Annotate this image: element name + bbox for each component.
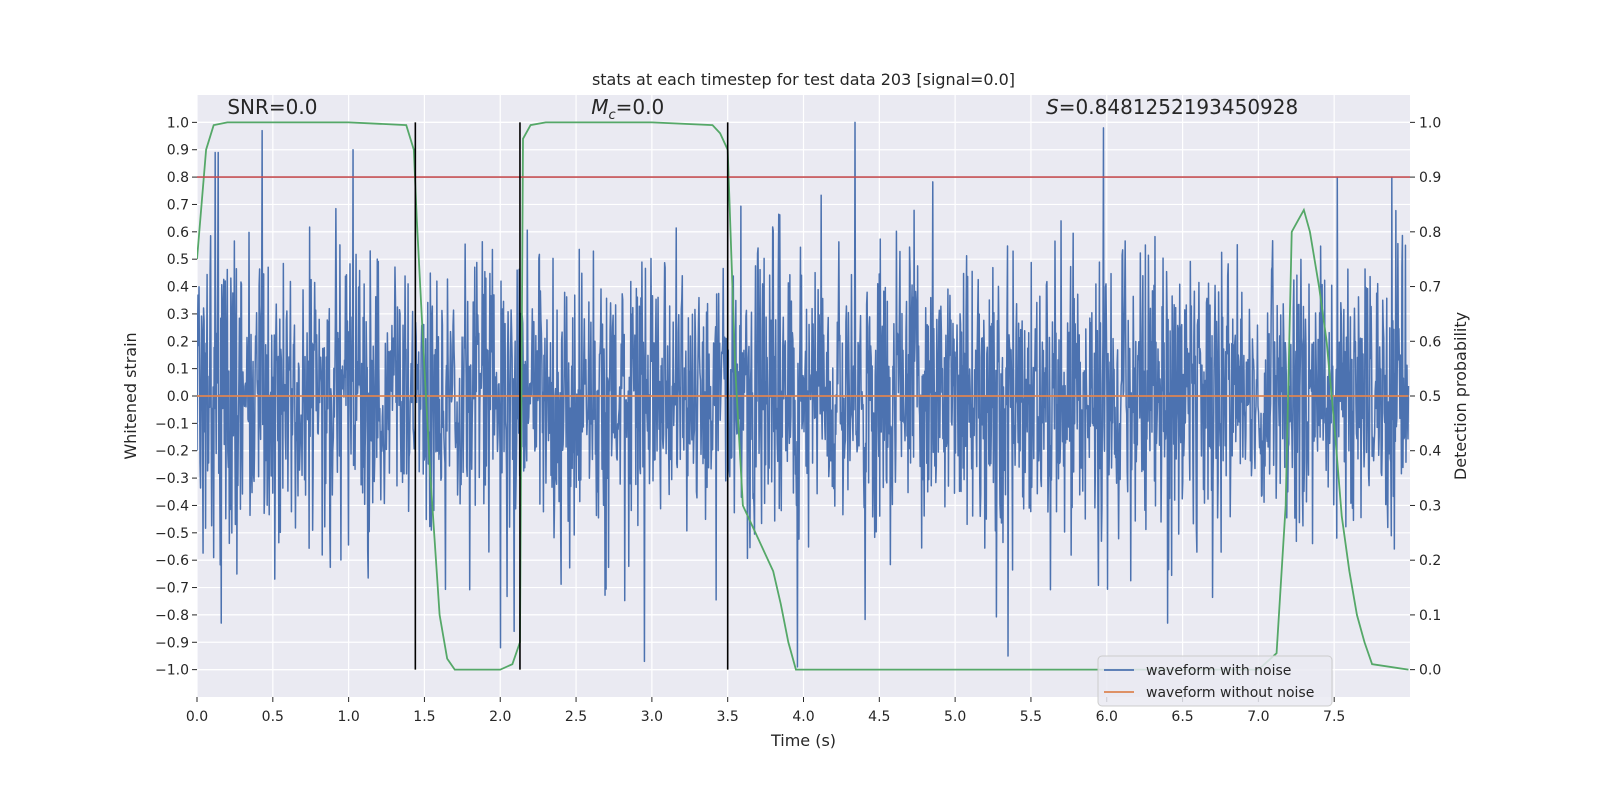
y-right-tick-label: 0.9 [1419, 170, 1441, 186]
y-right-tick-label: 0.1 [1419, 608, 1441, 624]
x-tick-label: 6.5 [1171, 709, 1193, 725]
y-left-tick-label: −0.4 [155, 498, 189, 514]
y-right-tick-label: 0.3 [1419, 498, 1441, 514]
y-right-tick-label: 0.4 [1419, 444, 1441, 460]
y-left-tick-label: 0.2 [167, 334, 189, 350]
y-axis-label-right: Detection probability [1451, 312, 1470, 480]
x-tick-label: 6.0 [1096, 709, 1118, 725]
y-left-tick-label: 0.0 [167, 389, 189, 405]
annotation-0: SNR=0.0 [227, 95, 317, 119]
y-left-tick-label: −0.8 [155, 608, 189, 624]
x-tick-label: 3.0 [641, 709, 663, 725]
x-tick-label: 5.0 [944, 709, 966, 725]
y-left-tick-label: 0.9 [167, 143, 189, 159]
legend: waveform with noise waveform without nois… [1097, 655, 1333, 707]
y-left-tick-label: 0.4 [167, 280, 189, 296]
legend-box [1097, 655, 1333, 707]
y-left-tick-label: 0.1 [167, 362, 189, 378]
x-tick-label: 1.0 [337, 709, 359, 725]
y-right-tick-label: 0.8 [1419, 225, 1441, 241]
y-left-tick-label: −0.9 [155, 635, 189, 651]
y-left-tick-label: 0.5 [167, 252, 189, 268]
y-right-tick-label: 1.0 [1419, 115, 1441, 131]
series-lines [197, 121, 1410, 671]
x-tick-label: 0.5 [262, 709, 284, 725]
y-right-tick-label: 0.7 [1419, 280, 1441, 296]
y-left-tick-label: 0.8 [167, 170, 189, 186]
x-tick-label: 1.5 [413, 709, 435, 725]
x-tick-label: 2.0 [489, 709, 511, 725]
x-axis-label: Time (s) [770, 731, 836, 750]
annotation-1: Mc=0.0 [591, 95, 664, 123]
detection-probability-line [197, 121, 1409, 671]
x-tick-label: 4.0 [792, 709, 814, 725]
y-right-tick-label: 0.6 [1419, 334, 1441, 350]
y-axis-label-left: Whitened strain [121, 332, 140, 459]
x-tick-label: 4.5 [868, 709, 890, 725]
legend-label: waveform without noise [1146, 685, 1314, 701]
waveform-with-noise-line [197, 121, 1410, 668]
y-left-tick-label: −0.1 [155, 416, 189, 432]
y-left-tick-label: 0.3 [167, 307, 189, 323]
y-right-tick-label: 0.2 [1419, 553, 1441, 569]
x-tick-label: 3.5 [717, 709, 739, 725]
x-tick-label: 2.5 [565, 709, 587, 725]
annotation-2: S=0.8481252193450928 [1046, 95, 1298, 119]
chart-title: stats at each timestep for test data 203… [592, 70, 1015, 89]
y-right-tick-label: 0.0 [1419, 663, 1441, 679]
x-tick-label: 7.0 [1247, 709, 1269, 725]
y-left-tick-label: −0.3 [155, 471, 189, 487]
x-tick-label: 5.5 [1020, 709, 1042, 725]
series-waveform-with-noise [197, 121, 1410, 668]
y-left-tick-label: 0.7 [167, 197, 189, 213]
y-left-tick-label: −0.6 [155, 553, 189, 569]
y-left-tick-label: −0.2 [155, 444, 189, 460]
vertical-markers [414, 122, 729, 670]
y-right-tick-label: 0.5 [1419, 389, 1441, 405]
axes: 0.0 0.5 1.0 1.5 2.0 2.5 3.0 3.5 4.0 4.5 5.0 5.5 6.0 6… [155, 115, 1441, 725]
x-tick-label: 7.5 [1323, 709, 1345, 725]
y-left-tick-label: 1.0 [167, 115, 189, 131]
y-left-tick-label: −0.5 [155, 526, 189, 542]
x-tick-label: 0.0 [186, 709, 208, 725]
annotations: SNR=0.0 Mc=0.0 S=0.8481252193450928 [227, 95, 1298, 123]
legend-label: waveform with noise [1146, 663, 1291, 679]
y-left-tick-label: −0.7 [155, 581, 189, 597]
y-left-tick-label: 0.6 [167, 225, 189, 241]
y-left-tick-label: −1.0 [155, 663, 189, 679]
